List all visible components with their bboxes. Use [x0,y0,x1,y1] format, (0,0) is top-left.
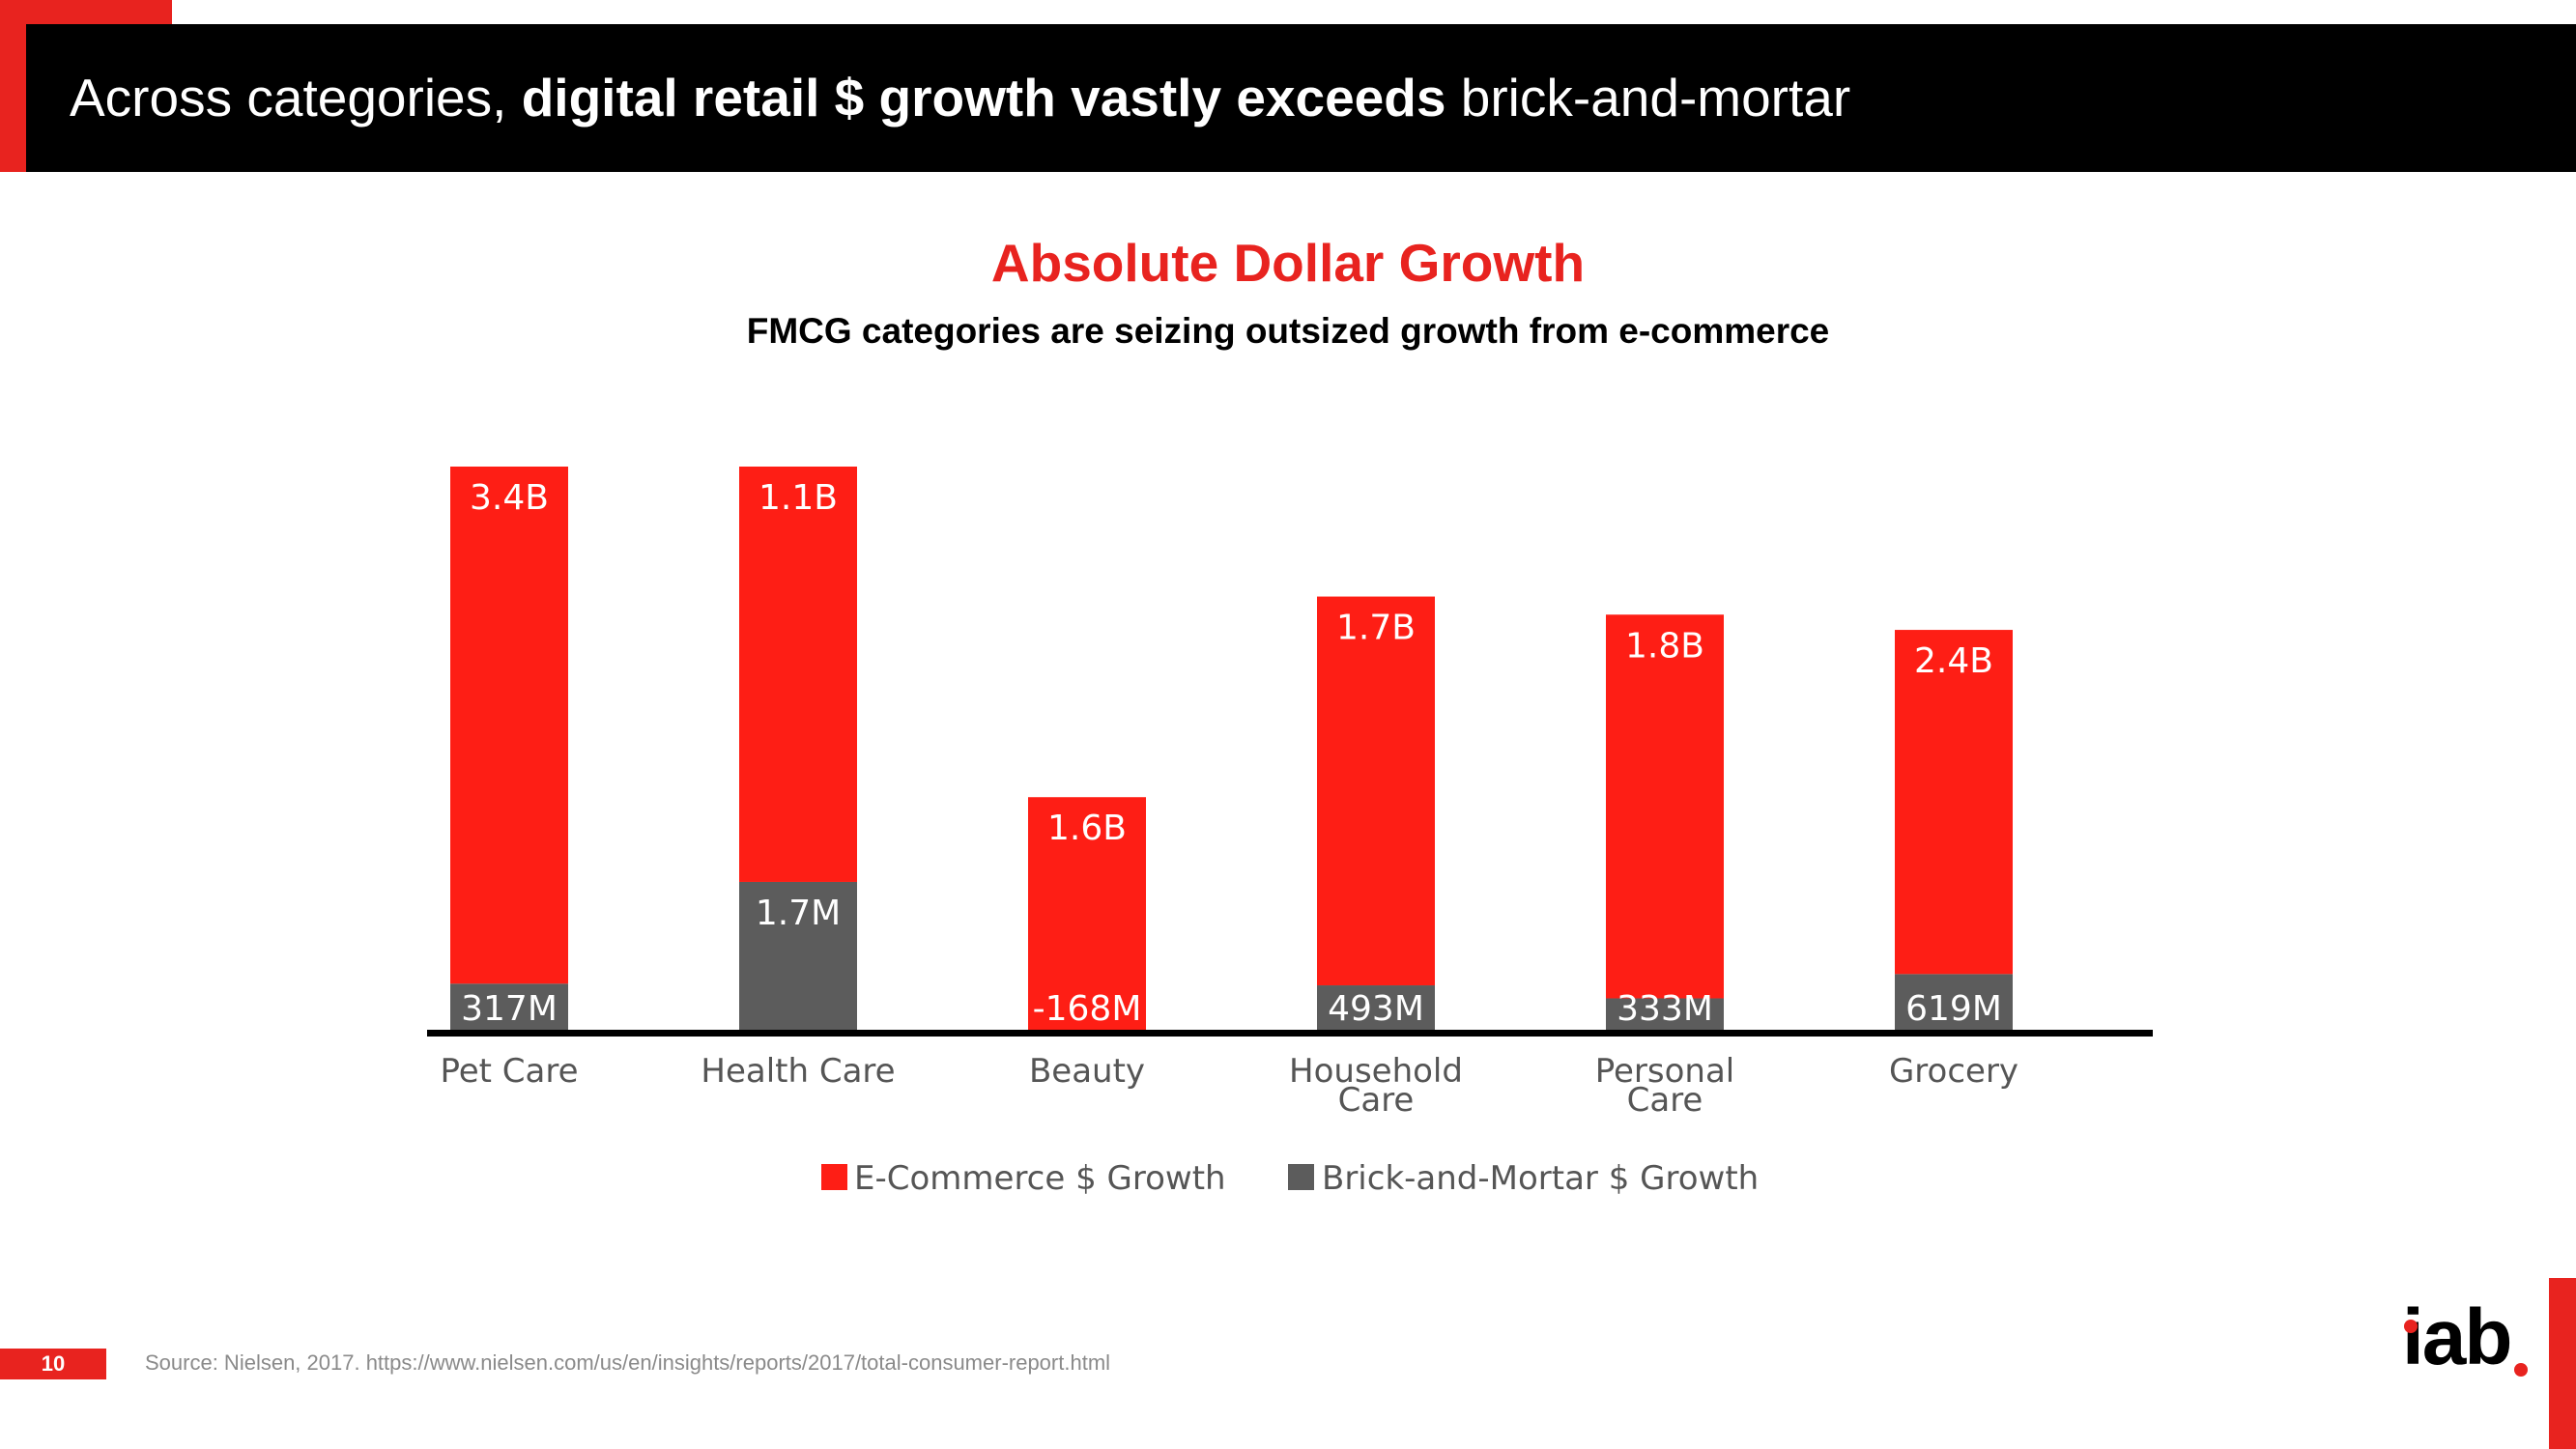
x-axis-baseline [427,1030,2153,1037]
data-label-brick-and-mortar: 493M [1328,989,1424,1029]
chart-title: Absolute Dollar Growth [990,233,1586,293]
category-label: Grocery [1889,1052,2018,1091]
bar-brick-and-mortar [450,983,568,1032]
slide-title: Across categories, digital retail $ grow… [70,24,1850,172]
data-label-brick-and-mortar: -168M [1033,989,1142,1029]
category-label: Beauty [1029,1052,1145,1091]
data-label-ecommerce: 1.7B [1336,609,1416,648]
category-label: Health Care [701,1052,895,1091]
data-label-brick-and-mortar: 1.7M [756,894,841,933]
data-label-ecommerce: 1.8B [1625,626,1704,666]
category-label: Personal [1595,1052,1735,1091]
category-label: Care [1627,1081,1703,1120]
bar-ecommerce [1317,596,1435,986]
bar-ecommerce [1028,797,1146,1032]
legend-label-brick-and-mortar: Brick-and-Mortar $ Growth [1322,1159,1759,1198]
legend-label-ecommerce: E-Commerce $ Growth [854,1159,1226,1198]
data-label-ecommerce: 1.1B [758,478,838,518]
iab-logo-dot [2404,1320,2418,1333]
iab-logo-period [2514,1363,2528,1377]
category-label: Pet Care [440,1052,578,1091]
data-label-brick-and-mortar: 333M [1617,989,1713,1029]
header-bar [26,24,2576,172]
bar-brick-and-mortar [1895,974,2013,1032]
slide-title-part-1: Across categories, [70,68,522,128]
bar-brick-and-mortar [1317,985,1435,1032]
bar-ecommerce [739,467,857,882]
data-label-brick-and-mortar: 619M [1905,989,2002,1029]
data-label-ecommerce: 2.4B [1914,641,1993,681]
corner-mask [2410,1278,2549,1449]
category-label: Care [1338,1081,1415,1120]
data-label-brick-and-mortar: 317M [461,989,558,1029]
legend-swatch-brick-and-mortar [1288,1164,1314,1190]
data-label-ecommerce: 1.6B [1047,809,1127,848]
slide-title-part-2: brick-and-mortar [1445,68,1851,128]
bar-ecommerce [1606,614,1724,999]
iab-logo: iab [2402,1293,2512,1381]
source-note: Source: Nielsen, 2017. https://www.niels… [145,1350,1111,1375]
page-number: 10 [0,1349,106,1379]
legend-swatch-ecommerce [821,1164,847,1190]
bar-ecommerce [450,467,568,984]
data-label-ecommerce: 3.4B [470,478,549,518]
slide-title-bold: digital retail $ growth vastly exceeds [521,68,1446,128]
bar-ecommerce [1895,630,2013,975]
bar-brick-and-mortar [1606,998,1724,1032]
chart-subtitle: FMCG categories are seizing outsized gro… [746,311,1830,351]
category-label: Household [1289,1052,1463,1091]
bar-brick-and-mortar [739,881,857,1032]
